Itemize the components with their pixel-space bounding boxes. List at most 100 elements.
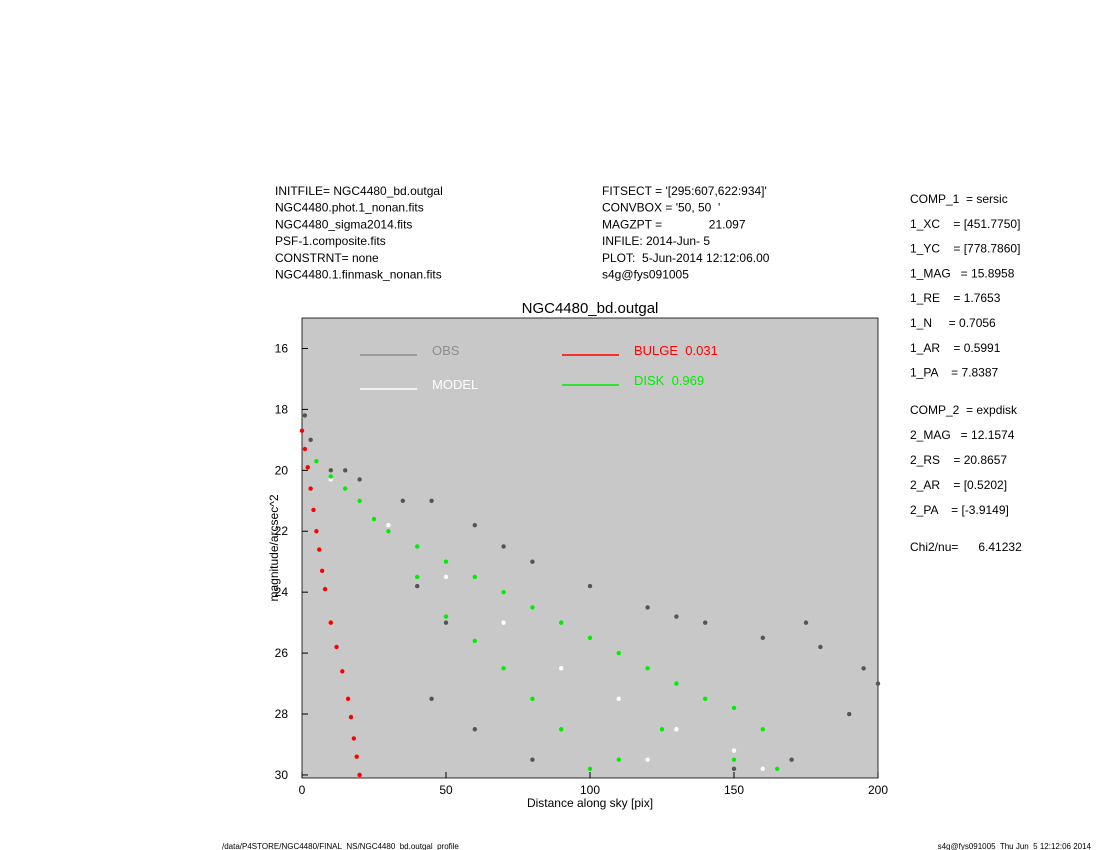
point: [302, 413, 308, 418]
param-line: 1_RE = 1.7653: [910, 291, 1001, 305]
param-line: 2_RS = 20.8657: [910, 453, 1007, 467]
param-line: COMP_1 = sersic: [910, 192, 1008, 206]
point: [443, 559, 449, 564]
info-line: INITFILE= NGC4480_bd.outgal: [275, 184, 443, 198]
point: [322, 586, 328, 592]
y-tick-label: 30: [275, 768, 289, 782]
points: [299, 413, 881, 778]
point: [501, 589, 506, 595]
point: [674, 614, 679, 619]
info-line: CONSTRNT= none: [275, 251, 379, 265]
info-line: FITSECT = '[295:607,622:934]': [602, 184, 767, 198]
point: [415, 574, 420, 580]
point: [357, 498, 362, 503]
point: [530, 559, 535, 564]
info-line: MAGZPT = 21.097: [602, 217, 746, 231]
point: [302, 446, 308, 452]
point: [348, 714, 354, 720]
point: [328, 620, 333, 625]
point: [530, 696, 535, 701]
legend-label: OBS: [432, 343, 460, 358]
point: [731, 766, 737, 772]
point: [357, 772, 362, 778]
info-line: PLOT: 5-Jun-2014 12:12:06.00: [602, 251, 770, 265]
point: [357, 477, 362, 482]
param-line: 1_YC = [778.7860]: [910, 242, 1020, 256]
y-tick-label: 16: [275, 341, 289, 355]
point: [803, 620, 809, 625]
point: [472, 522, 477, 528]
info-line: CONVBOX = '50, 50 ': [602, 201, 720, 215]
point: [472, 727, 477, 732]
point: [703, 620, 708, 625]
info-middle: FITSECT = '[295:607,622:934]' CONVBOX = '…: [602, 184, 770, 282]
point: [345, 696, 351, 701]
point: [371, 516, 377, 522]
point: [343, 468, 348, 473]
point: [501, 666, 506, 671]
param-line: 2_PA = [-3.9149]: [910, 503, 1009, 517]
point: [299, 428, 305, 433]
chart-title: NGC4480_bd.outgal: [522, 300, 659, 317]
legend-label: BULGE 0.031: [634, 343, 718, 358]
point: [847, 711, 852, 717]
point: [443, 620, 449, 625]
point: [775, 766, 780, 772]
point: [501, 620, 506, 625]
point: [334, 644, 339, 650]
point: [875, 681, 881, 686]
point: [443, 614, 449, 619]
point: [559, 666, 564, 671]
x-tick-label: 50: [439, 783, 453, 797]
footer-left: /data/P4STORE/NGC4480/FINAL_NS/NGC4480_b…: [222, 842, 459, 850]
point: [501, 544, 506, 549]
point: [789, 757, 794, 762]
point: [443, 574, 449, 580]
y-axis-label: magnitude/arcsec^2: [267, 494, 281, 601]
point: [328, 468, 333, 473]
x-tick-label: 200: [868, 783, 888, 797]
point: [587, 583, 593, 589]
param-line: 1_AR = 0.5991: [910, 341, 1001, 355]
point: [760, 766, 765, 772]
y-tick-label: 26: [275, 646, 289, 660]
footer-right: s4g@fys091005 Thu Jun 5 12:12:06 2014: [938, 842, 1092, 850]
point: [351, 736, 357, 741]
point: [818, 644, 823, 650]
x-axis-label: Distance along sky [pix]: [527, 796, 653, 810]
point: [703, 696, 708, 701]
param-line: 1_MAG = 15.8958: [910, 266, 1015, 280]
point: [308, 437, 313, 443]
param-line: 2_MAG = 12.1574: [910, 428, 1015, 442]
point: [731, 748, 737, 753]
param-line: 1_N = 0.7056: [910, 316, 996, 330]
point: [311, 507, 316, 513]
y-tick-label: 28: [275, 707, 289, 721]
y-tick-label: 18: [275, 402, 289, 416]
point: [415, 544, 420, 549]
plot-area: [301, 317, 879, 779]
x-tick-label: 0: [299, 783, 306, 797]
point: [400, 498, 405, 503]
info-line: INFILE: 2014-Jun- 5: [602, 234, 710, 248]
param-line: 1_PA = 7.8387: [910, 366, 999, 380]
point: [328, 477, 333, 482]
point: [314, 529, 319, 534]
point: [354, 754, 359, 759]
point: [731, 705, 737, 711]
point: [429, 696, 434, 701]
point: [530, 605, 535, 610]
point: [616, 757, 621, 762]
point: [386, 522, 391, 528]
legend-label: DISK 0.969: [634, 373, 704, 388]
chi2: Chi2/nu= 6.41232: [910, 540, 1022, 554]
point: [760, 635, 765, 641]
point: [674, 727, 679, 732]
point: [415, 583, 420, 589]
point: [305, 465, 310, 470]
point: [659, 727, 665, 732]
info-line: PSF-1.composite.fits: [275, 234, 386, 248]
point: [386, 529, 391, 534]
y-tick-label: 20: [275, 463, 289, 477]
